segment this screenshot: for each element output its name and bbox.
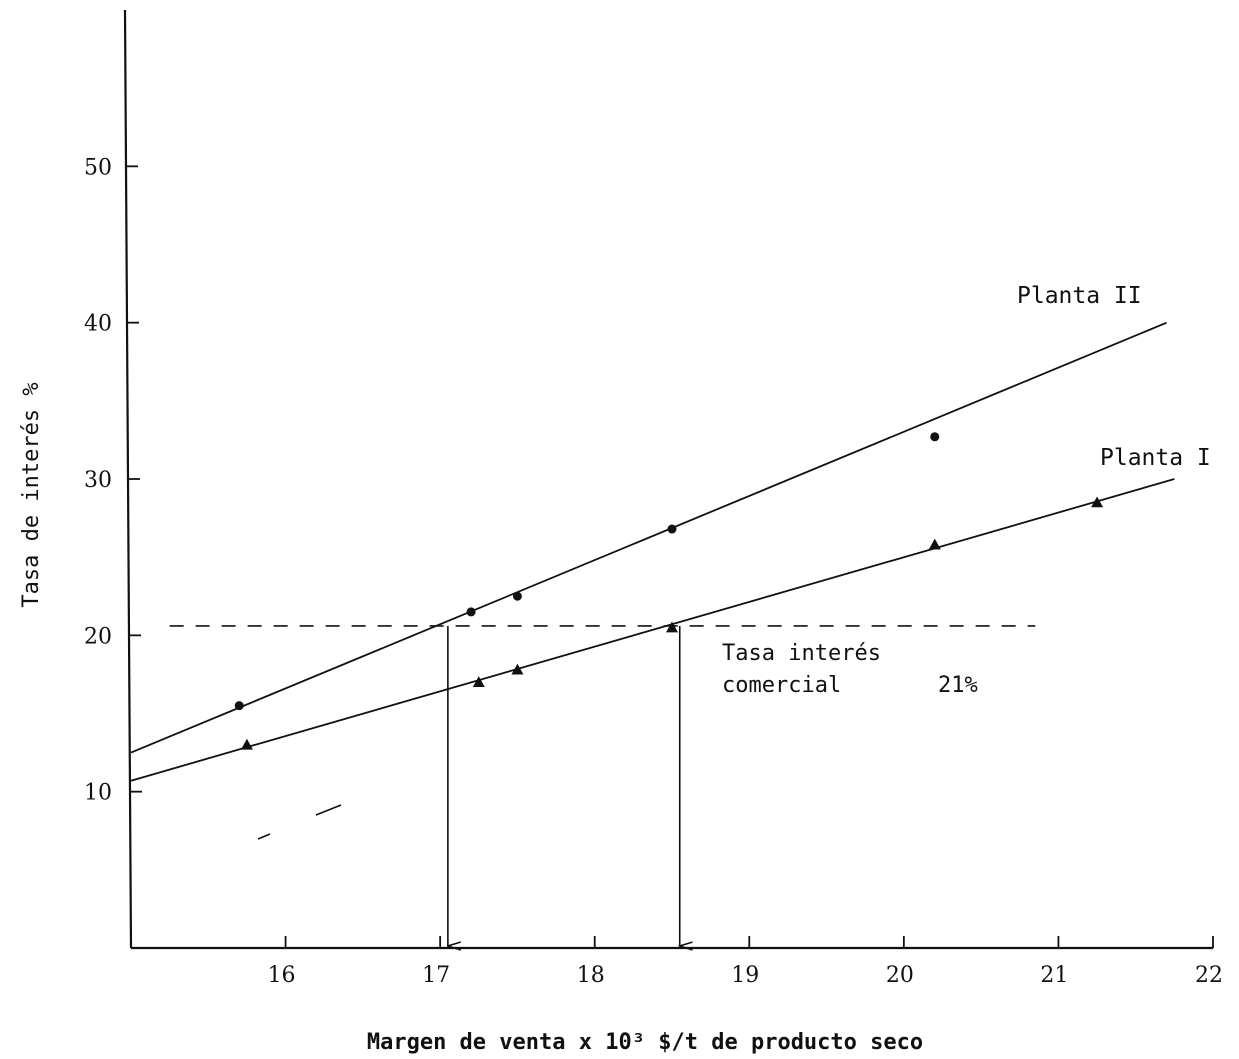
data-point-triangle bbox=[472, 676, 485, 688]
labels: Margen de venta x 10³ $/t de producto se… bbox=[19, 283, 1211, 1055]
data-point-circle bbox=[512, 591, 522, 601]
series-label-planta-ii: Planta II bbox=[1017, 283, 1142, 309]
data-point-circle bbox=[466, 607, 476, 617]
data-point-triangle bbox=[1091, 496, 1104, 508]
x-tick-label: 16 bbox=[268, 963, 296, 988]
data-points bbox=[234, 432, 1104, 750]
reference-label-line2: comercial bbox=[722, 673, 841, 698]
y-tick-label: 50 bbox=[84, 155, 112, 180]
series-label-planta-i: Planta I bbox=[1100, 445, 1211, 471]
data-point-circle bbox=[930, 432, 940, 442]
data-point-triangle bbox=[666, 621, 678, 633]
reference-label-value: 21% bbox=[938, 673, 978, 698]
ticks: 16 17 18 19 20 21 22 10 20 30 40 50 bbox=[84, 155, 1223, 988]
axes bbox=[123, 9, 1213, 950]
stray-mark bbox=[257, 833, 271, 840]
stray-mark bbox=[315, 804, 342, 816]
data-point-triangle bbox=[511, 663, 524, 675]
y-tick-label: 40 bbox=[84, 312, 112, 337]
y-tick-label: 30 bbox=[84, 468, 112, 493]
data-point-triangle bbox=[928, 538, 941, 550]
x-tick-label: 19 bbox=[731, 963, 759, 988]
y-tick-label: 10 bbox=[84, 781, 112, 806]
x-tick-label: 17 bbox=[422, 963, 450, 988]
data-point-circle bbox=[667, 524, 677, 534]
data-point-circle bbox=[234, 701, 244, 711]
reference-group bbox=[169, 625, 1036, 946]
fit-line-series-1 bbox=[130, 321, 1167, 754]
y-axis-label: Tasa de interés % bbox=[19, 382, 44, 607]
x-tick-label: 20 bbox=[886, 963, 914, 988]
data-point-triangle bbox=[240, 738, 253, 750]
x-tick-label: 22 bbox=[1195, 963, 1223, 988]
stray-marks bbox=[257, 804, 342, 840]
y-tick-label: 20 bbox=[84, 624, 112, 649]
reference-label-line1: Tasa interés bbox=[722, 641, 881, 666]
x-axis-label: Margen de venta x 10³ $/t de producto se… bbox=[367, 1030, 923, 1055]
x-tick-label: 18 bbox=[577, 963, 605, 988]
x-tick-label: 21 bbox=[1040, 963, 1068, 988]
fit-lines bbox=[130, 321, 1175, 782]
fit-line-series-2 bbox=[130, 478, 1175, 782]
